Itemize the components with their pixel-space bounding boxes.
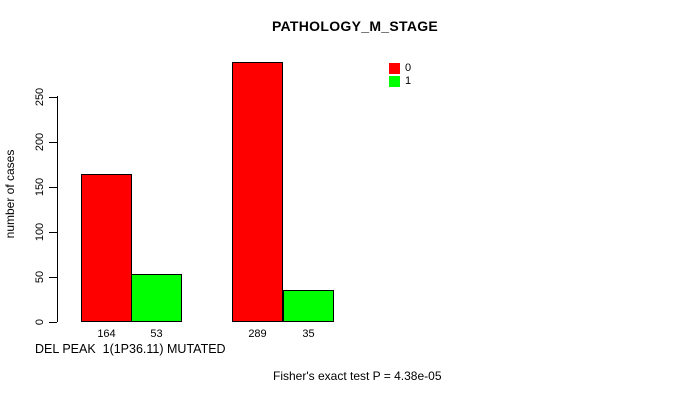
legend-entry: 1 <box>389 76 411 87</box>
y-axis-label: number of cases <box>3 149 17 239</box>
legend-swatch-icon <box>389 76 400 87</box>
legend-swatch-icon <box>389 63 400 74</box>
y-tick-label: 0 <box>34 318 46 326</box>
y-axis-line <box>57 96 58 322</box>
fisher-test-annotation: Fisher's exact test P = 4.38e-05 <box>273 369 442 383</box>
y-tick-mark <box>49 277 57 278</box>
y-tick-mark <box>49 232 57 233</box>
bar-value-label: 289 <box>248 328 267 340</box>
legend-entry-label: 1 <box>405 75 412 87</box>
y-tick-label: 100 <box>34 222 46 242</box>
bar-value-label: 35 <box>302 328 315 340</box>
y-tick-mark <box>49 187 57 188</box>
x-axis-caption: DEL PEAK 1(1P36.11) MUTATED <box>35 342 226 356</box>
bar-value-label: 164 <box>97 328 116 340</box>
legend-entry: 0 <box>389 63 411 74</box>
y-tick-mark <box>49 322 57 323</box>
bar-series-0 <box>81 174 132 322</box>
chart-title: PATHOLOGY_M_STAGE <box>271 18 439 34</box>
y-tick-mark <box>49 142 57 143</box>
bar-series-1 <box>283 290 334 322</box>
y-tick-label: 200 <box>34 132 46 152</box>
y-tick-label: 50 <box>34 270 46 284</box>
legend-entry-label: 0 <box>405 62 412 74</box>
bar-series-0 <box>232 62 283 322</box>
y-tick-label: 150 <box>34 177 46 197</box>
bar-series-1 <box>131 274 182 322</box>
y-tick-label: 250 <box>34 87 46 107</box>
y-tick-mark <box>49 97 57 98</box>
bar-value-label: 53 <box>150 328 163 340</box>
